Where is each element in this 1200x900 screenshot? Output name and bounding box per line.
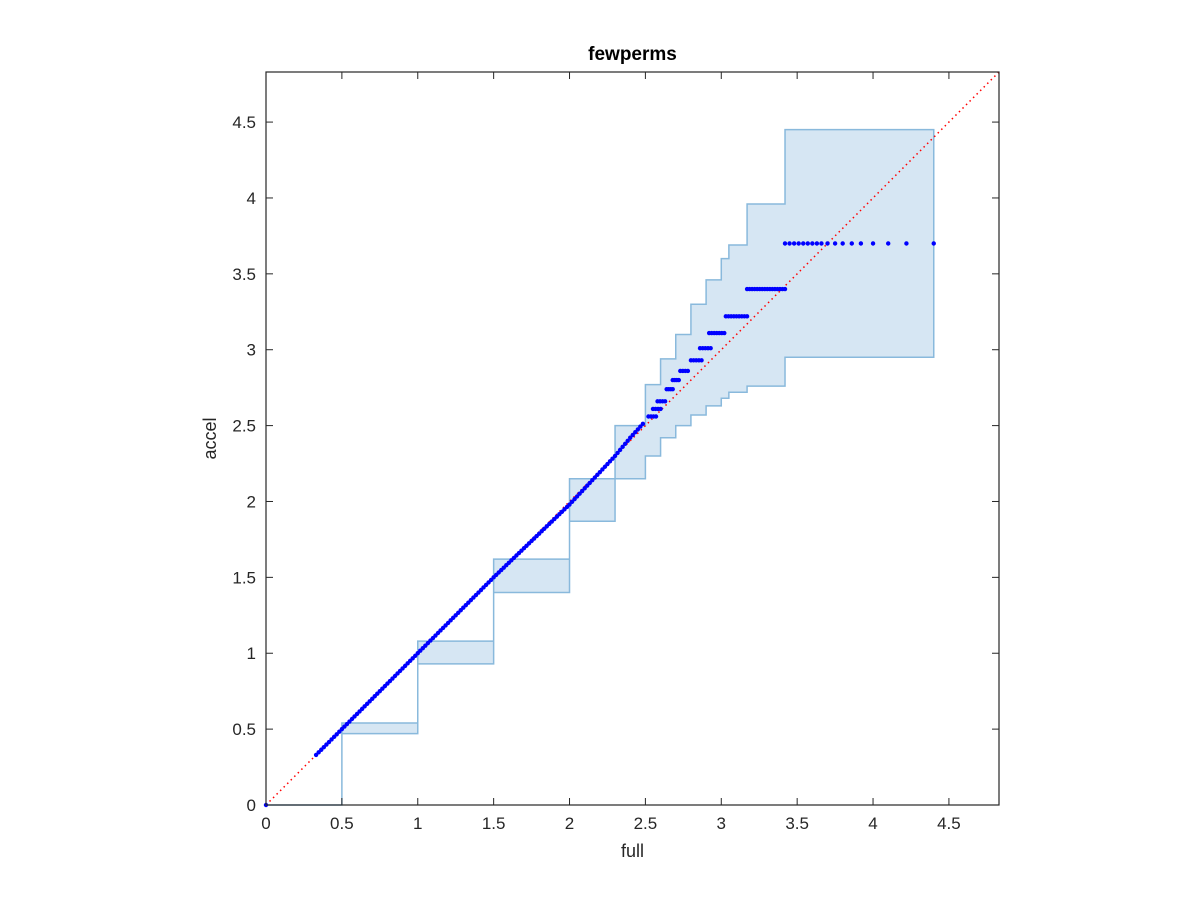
plot-area bbox=[263, 71, 1000, 808]
data-point bbox=[615, 450, 620, 456]
data-point bbox=[699, 358, 704, 363]
data-point bbox=[653, 414, 659, 419]
data-point bbox=[622, 441, 628, 447]
data-point bbox=[628, 435, 633, 440]
data-point bbox=[744, 314, 750, 319]
y-tick-label: 3.5 bbox=[232, 265, 256, 284]
y-axis-ticks: 0 0.5 1 1.5 2 2.5 3 3.5 4 4.5 bbox=[232, 113, 999, 815]
y-tick-label: 2 bbox=[247, 492, 256, 511]
data-point bbox=[782, 286, 788, 292]
data-point bbox=[858, 241, 864, 246]
y-tick-label: 1.5 bbox=[232, 568, 256, 587]
y-tick-label: 3 bbox=[247, 341, 256, 360]
y-axis-label: accel bbox=[200, 417, 220, 459]
x-axis-label: full bbox=[621, 841, 644, 861]
data-point bbox=[708, 346, 713, 351]
data-point bbox=[810, 241, 815, 246]
data-point bbox=[638, 424, 643, 429]
y-tick-label: 4 bbox=[247, 189, 256, 208]
data-point bbox=[870, 241, 876, 246]
y-tick-label: 1 bbox=[247, 644, 256, 663]
data-point bbox=[819, 241, 824, 246]
data-point bbox=[825, 241, 830, 246]
data-point bbox=[801, 241, 806, 246]
data-point bbox=[617, 447, 623, 453]
data-point bbox=[633, 429, 638, 435]
data-point bbox=[886, 241, 891, 246]
x-tick-label: 1.5 bbox=[482, 814, 506, 833]
data-point bbox=[635, 427, 641, 432]
x-tick-label: 4.5 bbox=[937, 814, 961, 833]
x-tick-label: 2 bbox=[565, 814, 574, 833]
data-point bbox=[840, 241, 845, 246]
x-tick-label: 3.5 bbox=[785, 814, 809, 833]
y-tick-label: 2.5 bbox=[232, 417, 256, 436]
x-tick-label: 0.5 bbox=[330, 814, 354, 833]
x-tick-label: 3 bbox=[717, 814, 726, 833]
x-tick-label: 2.5 bbox=[634, 814, 658, 833]
data-point bbox=[625, 438, 630, 443]
data-point bbox=[904, 241, 909, 246]
data-point bbox=[787, 241, 792, 246]
data-point bbox=[670, 386, 675, 392]
data-point bbox=[791, 241, 797, 246]
x-axis-ticks: 0 0.5 1 1.5 2 2.5 3 3.5 4 4.5 bbox=[261, 72, 961, 833]
x-tick-label: 4 bbox=[868, 814, 877, 833]
data-point bbox=[612, 453, 618, 459]
x-tick-label: 1 bbox=[413, 814, 422, 833]
data-point bbox=[782, 241, 788, 246]
data-point bbox=[814, 241, 820, 246]
data-point bbox=[832, 241, 838, 246]
data-point bbox=[640, 421, 646, 427]
y-tick-label: 4.5 bbox=[232, 113, 256, 132]
y-tick-label: 0 bbox=[247, 796, 256, 815]
data-point bbox=[685, 368, 691, 374]
data-point bbox=[658, 406, 663, 412]
data-point bbox=[805, 241, 810, 246]
data-point bbox=[722, 330, 727, 336]
data-point bbox=[931, 241, 936, 246]
axes-box bbox=[265, 71, 1000, 806]
data-point bbox=[620, 444, 625, 450]
data-point bbox=[796, 241, 801, 246]
chart-title: fewperms bbox=[588, 44, 677, 65]
y-tick-label: 0.5 bbox=[232, 720, 256, 739]
x-tick-label: 0 bbox=[261, 814, 270, 833]
data-point bbox=[662, 399, 668, 404]
data-point bbox=[630, 432, 635, 438]
data-points bbox=[263, 241, 936, 808]
data-point bbox=[849, 241, 854, 246]
data-point bbox=[676, 377, 681, 383]
